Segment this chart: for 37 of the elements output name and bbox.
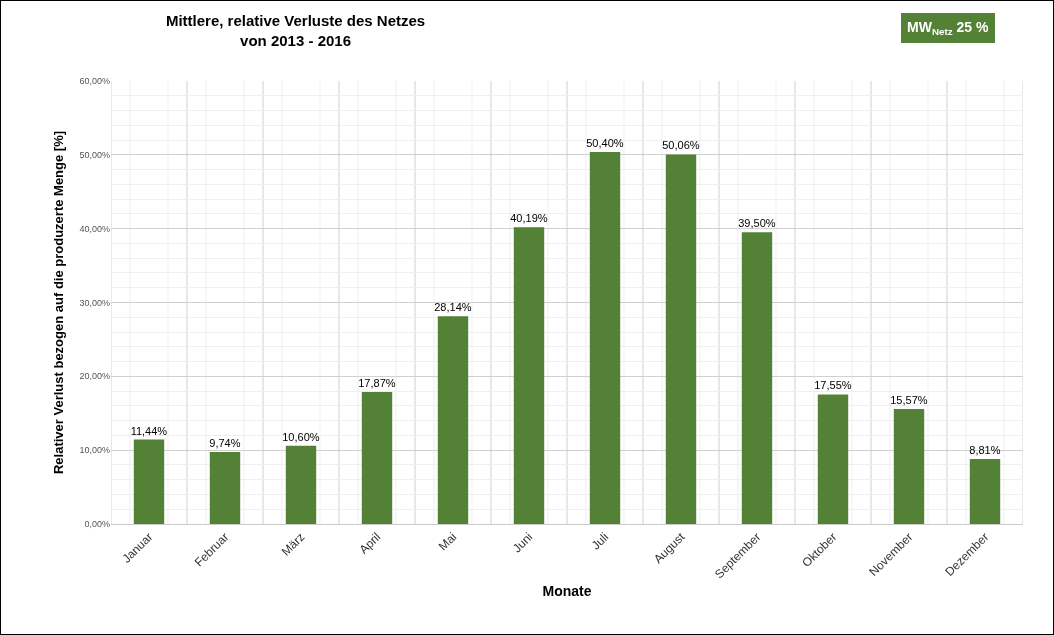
bar (665, 154, 697, 524)
y-tick-label: 60,00% (79, 76, 110, 87)
y-tick-label: 10,00% (79, 445, 110, 456)
data-label: 9,74% (209, 437, 241, 450)
y-tick-label: 40,00% (79, 223, 110, 234)
data-label: 50,06% (662, 139, 700, 152)
x-tick-label: Juli (588, 529, 612, 553)
data-label: 28,14% (434, 301, 472, 314)
data-label: 40,19% (510, 212, 548, 225)
bar (893, 409, 925, 524)
data-label: 10,60% (282, 430, 320, 443)
y-tick-label: 20,00% (79, 371, 110, 382)
bar (589, 151, 621, 524)
bar (817, 394, 849, 524)
data-label: 11,44% (130, 424, 168, 437)
bar (969, 458, 1001, 524)
bar (133, 439, 165, 524)
text: MW$_{Netz}$ 25 % (907, 19, 989, 37)
bar (285, 445, 317, 524)
data-label: 15,57% (890, 394, 928, 407)
data-label: 50,40% (586, 136, 624, 149)
data-label: 17,55% (814, 379, 852, 392)
chart-title: Mittlere, relative Verluste des Netzes von 2013 - 2016 (165, 12, 426, 49)
y-tick-label: 50,00% (79, 149, 110, 160)
data-label: 17,87% (358, 377, 396, 390)
bar (361, 392, 393, 524)
y-tick-label: 30,00% (79, 297, 110, 308)
bar (209, 452, 241, 524)
y-tick-label: 0,00% (84, 519, 110, 530)
data-label: 39,50% (738, 217, 776, 230)
data-label: 8,81% (969, 443, 1001, 456)
bar (513, 227, 545, 524)
x-axis-title: Monate (542, 582, 592, 599)
x-tick-label: Mai (435, 529, 460, 554)
bar (437, 316, 469, 524)
y-axis-title: Relativer Verlust bezogen auf die produzerte Menge [%] (51, 130, 67, 475)
bar (741, 232, 773, 524)
